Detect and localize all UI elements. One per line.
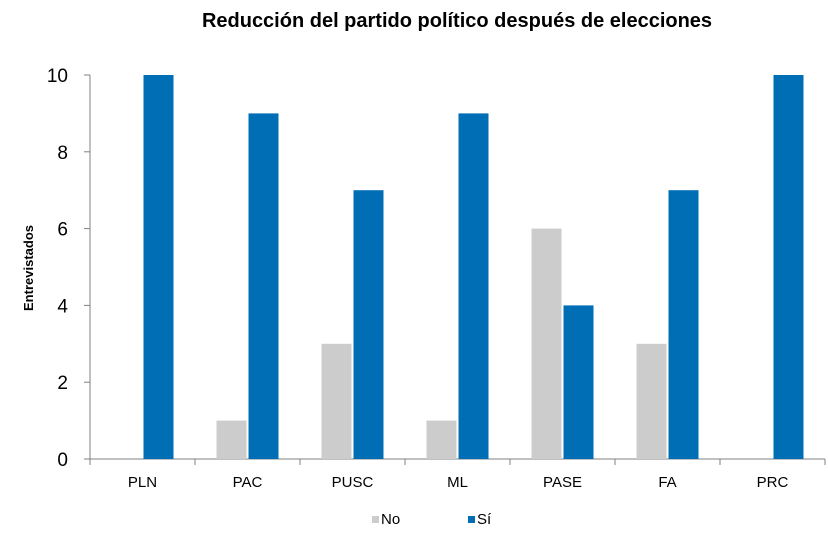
bar-si-fa xyxy=(668,190,699,459)
y-tick-label: 0 xyxy=(57,450,68,471)
y-tick-label: 6 xyxy=(57,220,68,241)
legend-label: No xyxy=(381,511,400,528)
x-tick-label: PRC xyxy=(757,474,789,491)
bar-si-pln xyxy=(143,75,174,459)
y-tick-label: 4 xyxy=(57,296,68,317)
y-tick-label: 10 xyxy=(47,66,68,87)
bar-no-fa xyxy=(636,343,667,459)
x-tick-label: PAC xyxy=(233,474,263,491)
x-tick-label: PUSC xyxy=(332,474,374,491)
bar-no-pase xyxy=(531,228,562,459)
bar-no-pac xyxy=(216,420,247,459)
y-tick-label: 8 xyxy=(57,143,68,164)
bar-si-pac xyxy=(248,113,279,460)
legend-swatch xyxy=(468,516,475,523)
x-tick-label: FA xyxy=(658,474,676,491)
bar-no-ml xyxy=(426,420,457,459)
bar-si-prc xyxy=(773,75,804,459)
chart-title: Reducción del partido político después d… xyxy=(202,10,712,32)
x-axis: PLN PAC PUSC ML PASE FA PRC xyxy=(89,458,826,491)
bar-si-pusc xyxy=(353,190,384,459)
bar-si-ml xyxy=(458,113,489,460)
x-tick-label: PLN xyxy=(128,474,157,491)
bar-no-pusc xyxy=(321,343,352,459)
legend-swatch xyxy=(372,516,379,523)
y-axis: 0 2 4 6 8 10 xyxy=(47,66,91,471)
bars-group xyxy=(143,75,804,460)
x-tick-label: PASE xyxy=(543,474,582,491)
legend: No Sí xyxy=(372,511,492,528)
y-tick-label: 2 xyxy=(57,373,68,394)
x-tick-label: ML xyxy=(447,474,468,491)
bar-si-pase xyxy=(563,305,594,459)
legend-label: Sí xyxy=(477,511,492,528)
y-axis-label: Entrevistados xyxy=(21,225,36,311)
